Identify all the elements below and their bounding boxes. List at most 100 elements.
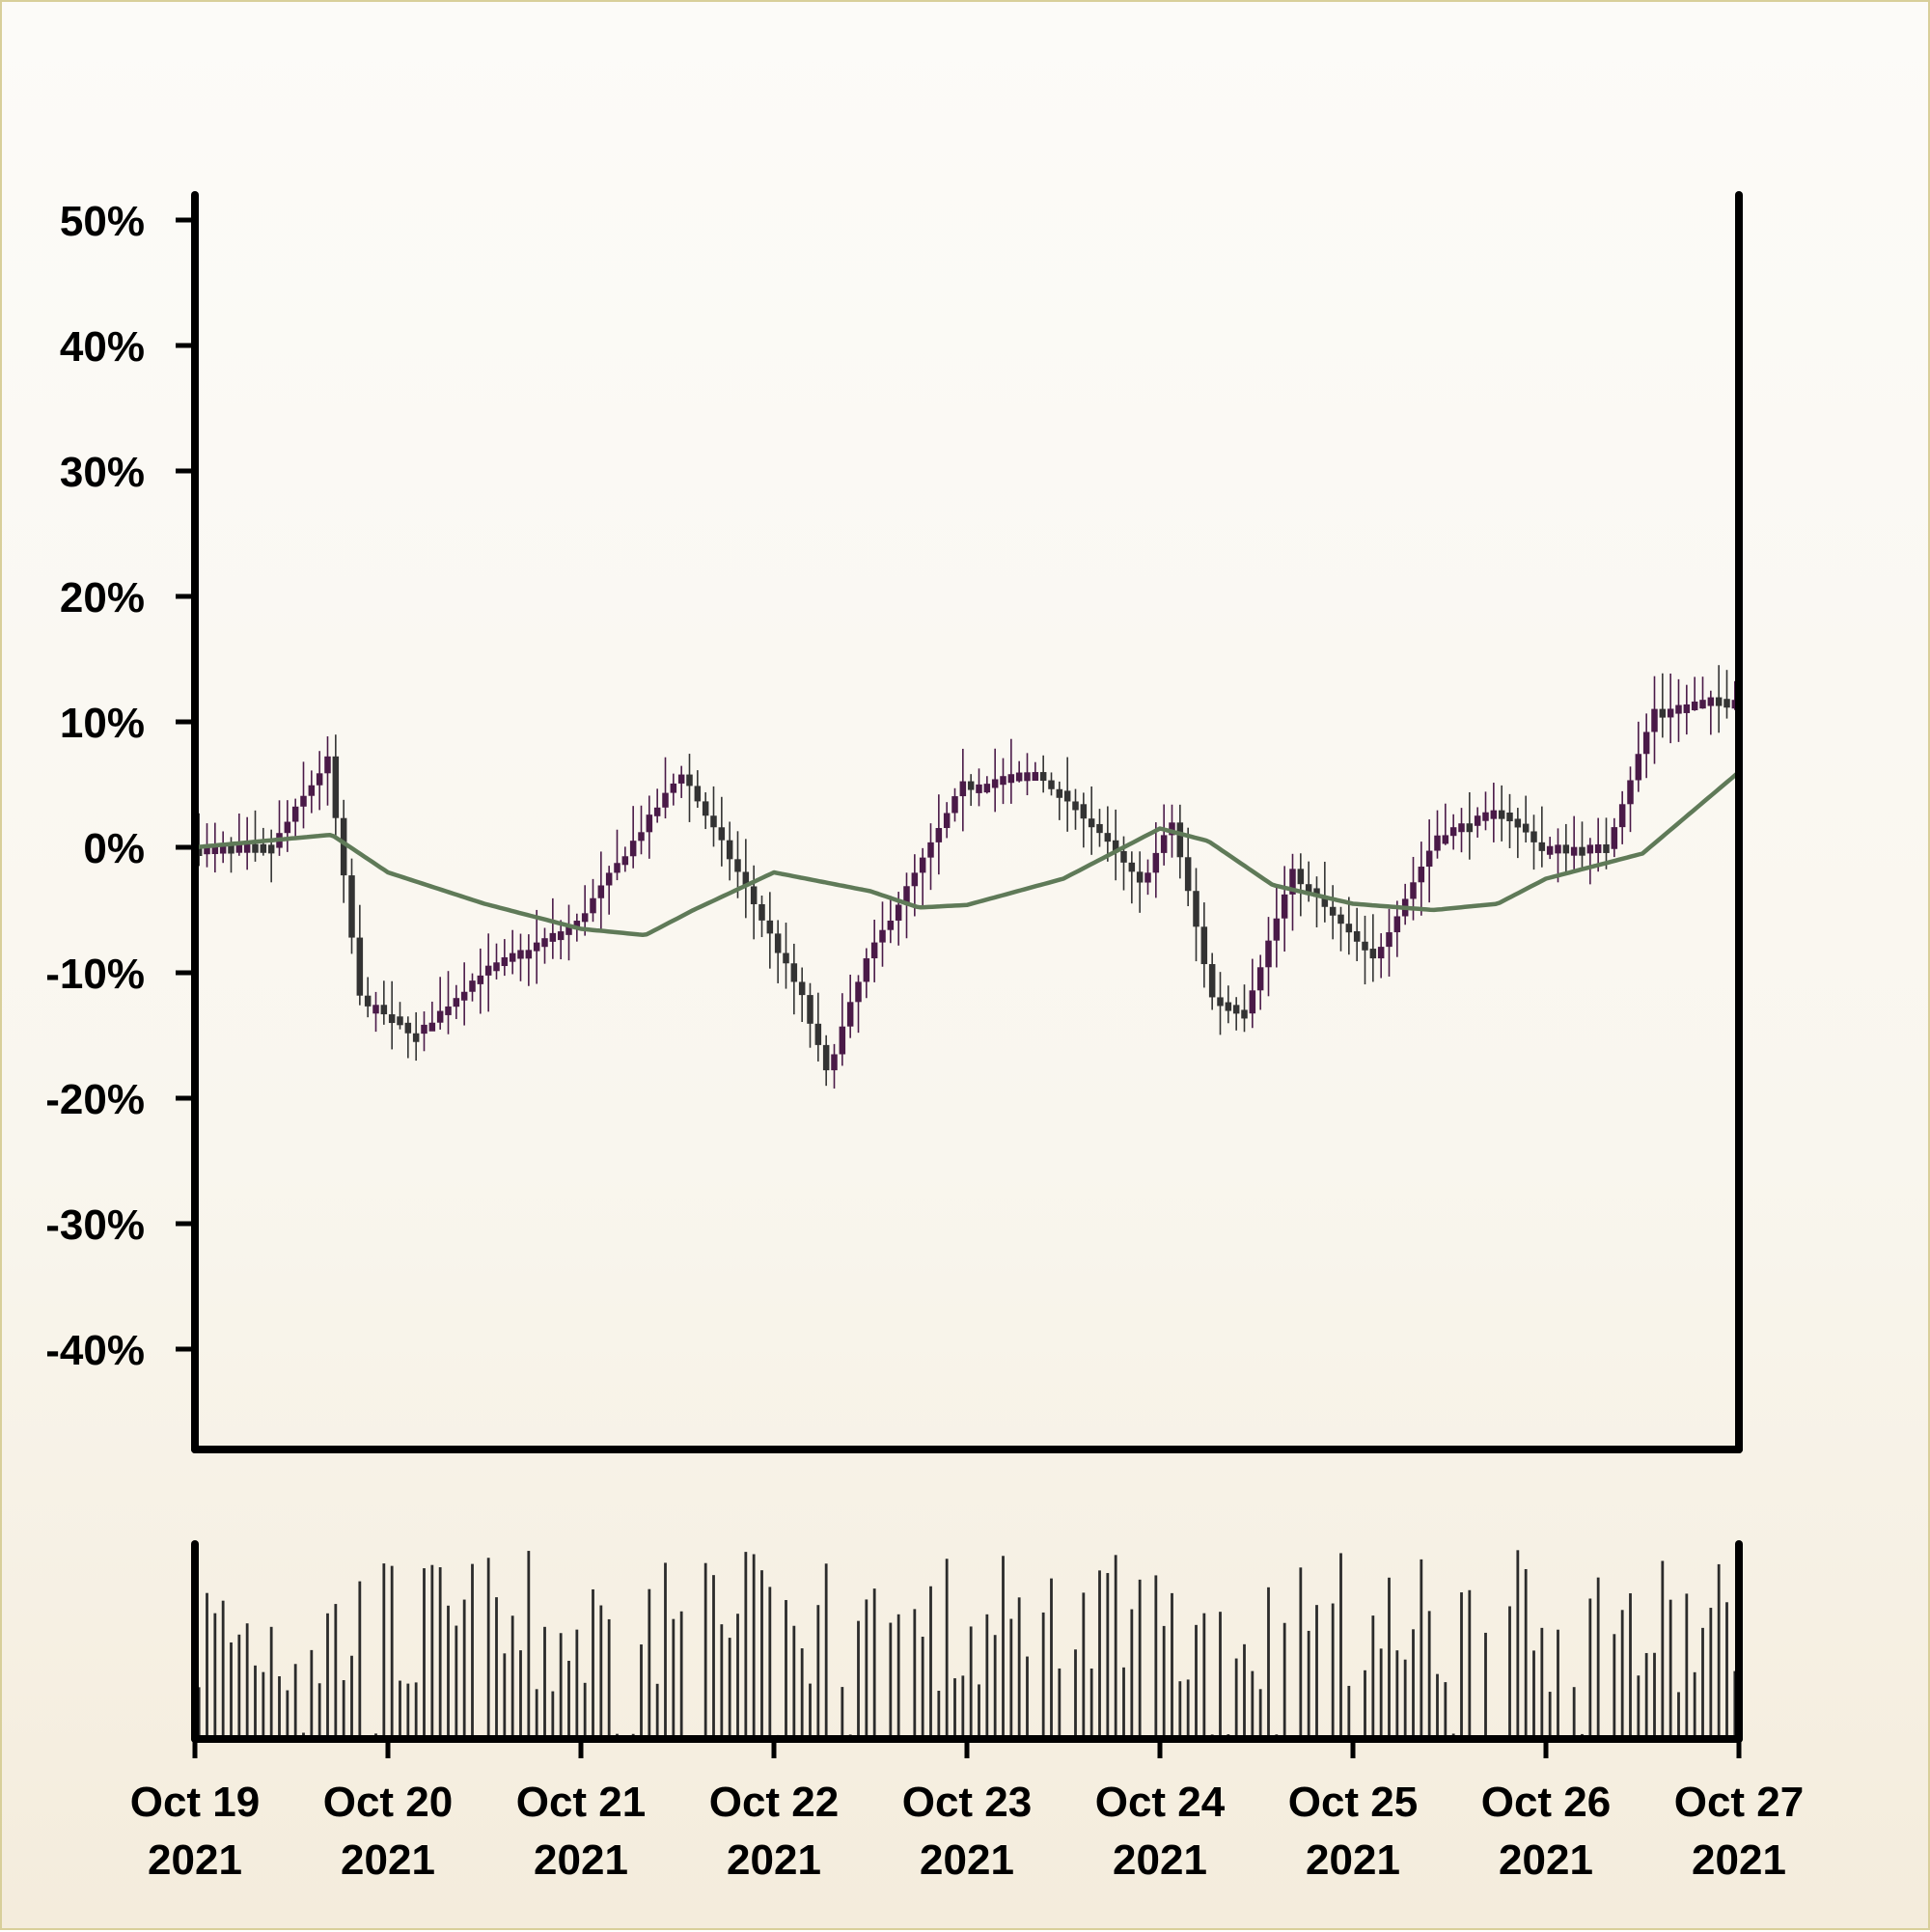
candle-body <box>647 814 653 832</box>
moving-average-line <box>195 772 1739 935</box>
candle-body <box>767 921 774 934</box>
volume-bar <box>1122 1668 1125 1739</box>
candle-body <box>1555 844 1561 853</box>
candle-body <box>1217 997 1224 1006</box>
candle-body <box>541 938 548 947</box>
x-tick-label-date: Oct 20 <box>323 1779 454 1826</box>
volume-bar <box>1058 1669 1061 1739</box>
x-tick-label-date: Oct 24 <box>1095 1779 1226 1826</box>
candle-body <box>469 980 476 992</box>
volume-bar <box>1428 1611 1431 1739</box>
volume-bar <box>825 1563 828 1739</box>
volume-bar <box>1202 1614 1205 1739</box>
y-tick-label: -30% <box>45 1201 145 1249</box>
x-tick-label-date: Oct 23 <box>902 1779 1033 1826</box>
candle-body <box>1523 824 1530 833</box>
candle-body <box>1362 942 1368 951</box>
candle-body <box>1660 709 1667 718</box>
volume-bar <box>1725 1602 1728 1739</box>
volume-bar <box>406 1684 409 1739</box>
volume-bar <box>873 1588 876 1739</box>
volume-bar <box>1371 1615 1374 1739</box>
volume-bar <box>399 1681 401 1739</box>
candle-body <box>1467 823 1474 832</box>
candle-body <box>437 1011 444 1023</box>
candle-body <box>1274 919 1281 941</box>
volume-bar <box>640 1644 643 1739</box>
volume-bar <box>350 1656 353 1739</box>
volume-bar <box>961 1675 964 1739</box>
x-tick-label-date: Oct 25 <box>1288 1779 1419 1826</box>
candle-body <box>944 813 951 828</box>
volume-bar <box>720 1624 723 1739</box>
candle-body <box>622 856 629 865</box>
volume-bar <box>237 1635 240 1739</box>
candle-body <box>1612 827 1618 849</box>
volume-bar <box>318 1683 321 1739</box>
volume-bar <box>1074 1649 1077 1739</box>
candle-body <box>1226 1003 1232 1011</box>
candle-body <box>1250 990 1256 1013</box>
candle-body <box>357 938 364 996</box>
volume-bar <box>511 1615 514 1739</box>
volume-bar <box>1364 1670 1366 1739</box>
x-tick-label-year: 2021 <box>341 1836 435 1884</box>
volume-bar <box>230 1642 233 1739</box>
volume-bar <box>656 1684 659 1739</box>
candle-body <box>526 950 533 958</box>
candle-body <box>984 784 990 792</box>
volume-bar <box>519 1650 522 1739</box>
volume-bar <box>1178 1681 1181 1739</box>
x-tick-label-year: 2021 <box>920 1836 1014 1884</box>
candle-body <box>1346 924 1353 932</box>
candle-body <box>348 875 355 938</box>
volume-bar <box>664 1562 667 1739</box>
volume-bar <box>801 1648 804 1739</box>
candle-body <box>1177 822 1184 857</box>
candle-body <box>1579 847 1585 856</box>
candle-body <box>703 801 709 815</box>
y-tick-label: -20% <box>45 1076 145 1123</box>
volume-bar <box>1098 1570 1101 1739</box>
volume-bar <box>785 1600 787 1739</box>
candle-body <box>1105 833 1112 842</box>
volume-bar <box>985 1615 988 1739</box>
y-tick-label: 50% <box>60 198 145 245</box>
volume-bar <box>536 1689 538 1739</box>
candle-body <box>1499 811 1505 819</box>
candle-body <box>389 1014 396 1023</box>
volume-bar <box>1042 1613 1045 1739</box>
candle-body <box>1137 871 1144 882</box>
candle-body <box>654 808 661 816</box>
volume-bar <box>1645 1653 1648 1739</box>
volume-bar <box>1404 1660 1407 1739</box>
volume-bar <box>1388 1578 1391 1739</box>
volume-bar <box>254 1666 257 1739</box>
volume-bar <box>1444 1682 1447 1739</box>
volume-bar <box>1026 1657 1029 1739</box>
candle-body <box>671 784 677 793</box>
volume-bar <box>1018 1597 1021 1739</box>
volume-bar <box>1332 1604 1335 1739</box>
volume-bar <box>1420 1559 1422 1739</box>
volume-bar <box>310 1650 313 1739</box>
candle-body <box>968 782 975 790</box>
y-tick-label: 30% <box>60 449 145 496</box>
x-tick-label-year: 2021 <box>148 1836 242 1884</box>
candle-body <box>1337 915 1344 925</box>
candle-body <box>1426 851 1433 867</box>
candle-body <box>1651 709 1658 732</box>
volume-panel <box>198 1550 1736 1739</box>
volume-bar <box>672 1619 675 1739</box>
volume-bar <box>1187 1679 1190 1739</box>
volume-bar <box>1661 1560 1664 1739</box>
candle-body <box>1603 844 1610 853</box>
price-panel <box>195 665 1739 1089</box>
x-tick-label-date: Oct 19 <box>130 1779 261 1826</box>
volume-bar <box>1002 1556 1005 1739</box>
volume-bar <box>1653 1653 1656 1739</box>
candle-body <box>1008 774 1015 783</box>
volume-bar <box>1460 1592 1463 1739</box>
candle-body <box>598 885 605 897</box>
candle-body <box>1370 949 1377 958</box>
